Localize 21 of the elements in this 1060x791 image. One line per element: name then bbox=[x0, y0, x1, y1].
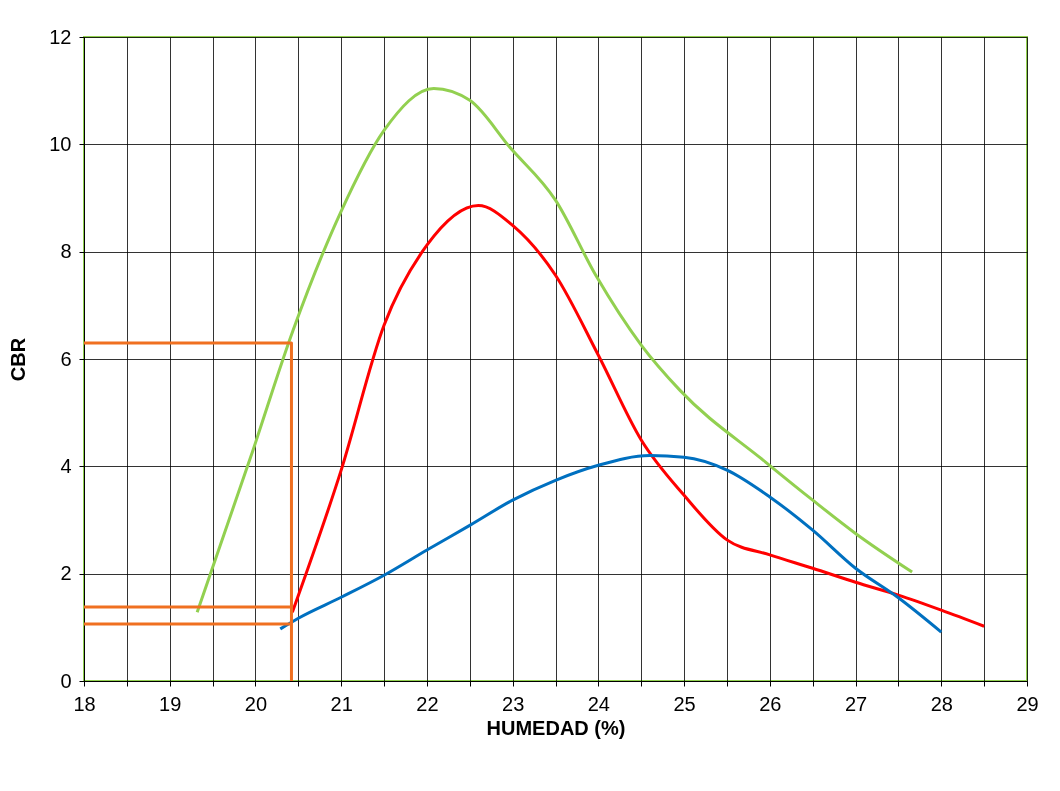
y-tick-label: 2 bbox=[60, 562, 72, 585]
x-tick-label: 25 bbox=[673, 692, 696, 715]
y-tick-label: 4 bbox=[60, 454, 72, 477]
y-tick-label: 0 bbox=[60, 669, 72, 692]
x-tick-label: 19 bbox=[159, 692, 182, 715]
x-tick-label: 27 bbox=[844, 692, 868, 715]
x-tick-label: 23 bbox=[502, 692, 525, 715]
x-tick-label: 20 bbox=[244, 692, 268, 715]
x-tick-label: 21 bbox=[330, 692, 353, 715]
x-tick-label: 22 bbox=[416, 692, 439, 715]
x-tick-label: 26 bbox=[759, 692, 782, 715]
y-tick-label: 10 bbox=[49, 132, 72, 155]
x-tick-label: 28 bbox=[930, 692, 953, 715]
y-tick-label: 6 bbox=[60, 347, 72, 370]
y-tick-label: 12 bbox=[49, 25, 72, 48]
y-axis-title: CBR bbox=[7, 337, 30, 382]
x-tick-label: 24 bbox=[587, 692, 610, 715]
y-tick-label: 8 bbox=[60, 240, 72, 263]
x-tick-label: 18 bbox=[73, 692, 96, 715]
x-tick-label: 29 bbox=[1016, 692, 1039, 715]
x-axis-title: HUMEDAD (%) bbox=[486, 716, 626, 739]
